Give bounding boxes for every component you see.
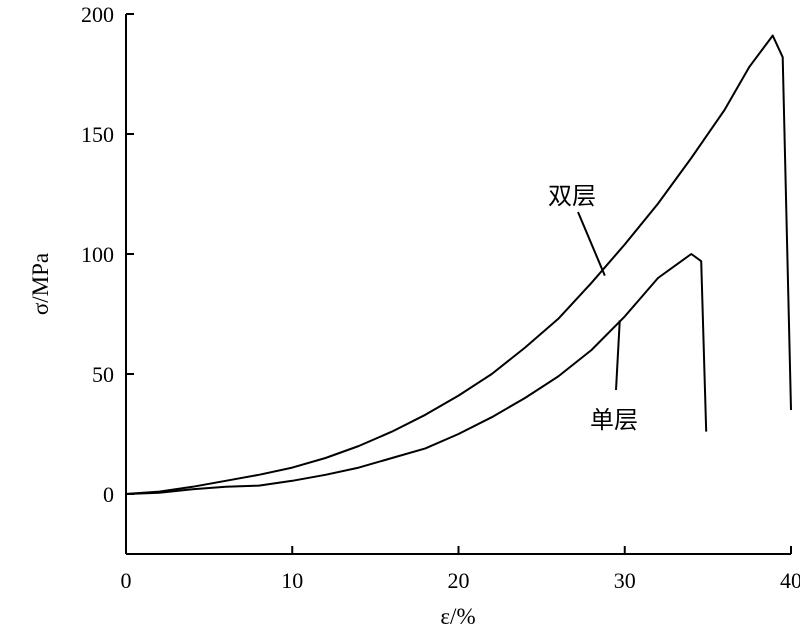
annotation-double-layer: 双层 — [548, 182, 596, 210]
x-tick-label-40: 40 — [780, 568, 800, 593]
ticks: 0 10 20 30 40 0 50 100 150 200 — [81, 2, 800, 593]
x-tick-label-20: 20 — [448, 568, 470, 593]
x-axis-title: ε/% — [440, 604, 475, 629]
y-tick-label-50: 50 — [92, 362, 114, 387]
x-tick-label-0: 0 — [121, 568, 132, 593]
leader-single-layer — [615, 320, 621, 391]
leader-double-layer — [577, 211, 606, 276]
y-tick-label-150: 150 — [81, 122, 114, 147]
series-layer — [125, 34, 792, 495]
series-line-single-layer — [125, 253, 708, 495]
x-tick-label-30: 30 — [614, 568, 636, 593]
y-axis-title: σ/MPa — [28, 253, 53, 315]
axes — [125, 14, 791, 555]
x-tick-label-10: 10 — [281, 568, 303, 593]
y-tick-label-100: 100 — [81, 242, 114, 267]
series-line-double-layer — [125, 34, 792, 495]
y-tick-label-200: 200 — [81, 2, 114, 27]
y-tick-label-0: 0 — [103, 482, 114, 507]
annotation-single-layer: 单层 — [590, 406, 638, 434]
